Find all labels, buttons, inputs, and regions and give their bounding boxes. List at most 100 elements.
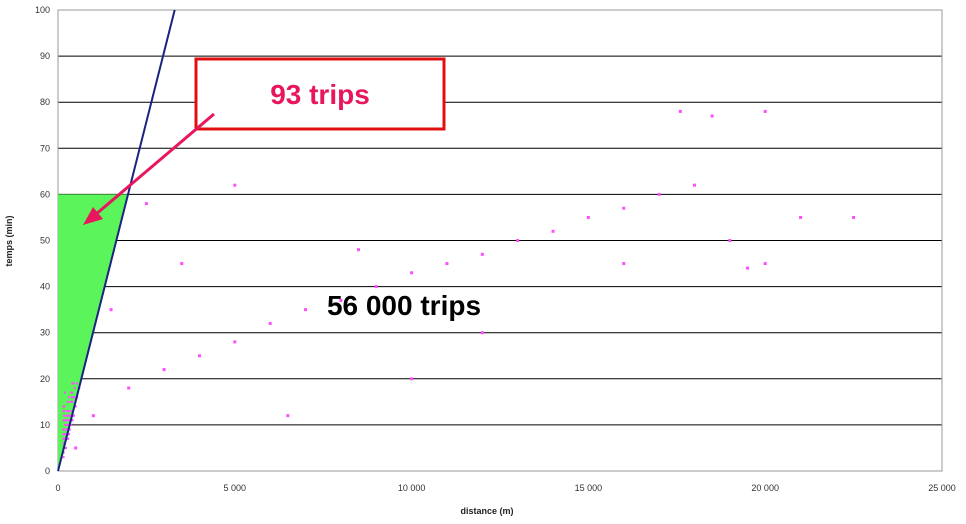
data-point	[710, 114, 714, 118]
data-point	[445, 262, 449, 266]
y-tick-label: 90	[40, 51, 50, 61]
y-tick-label: 30	[40, 328, 50, 338]
y-tick-label: 60	[40, 189, 50, 199]
data-point	[68, 428, 71, 431]
x-axis-title: distance (m)	[460, 506, 513, 516]
data-point	[622, 262, 626, 266]
data-point	[586, 215, 590, 219]
data-point	[63, 419, 66, 422]
data-point	[374, 285, 378, 289]
x-tick-label: 0	[55, 483, 60, 493]
data-point	[109, 308, 113, 312]
x-tick-label: 25 000	[928, 483, 956, 493]
data-point	[180, 262, 184, 266]
y-tick-label: 40	[40, 282, 50, 292]
y-tick-label: 70	[40, 143, 50, 153]
y-tick-label: 80	[40, 97, 50, 107]
x-tick-label: 15 000	[575, 483, 603, 493]
data-point	[162, 368, 166, 372]
data-point	[66, 423, 69, 426]
data-point	[746, 266, 750, 270]
callout-arrow	[83, 112, 215, 225]
x-tick-label: 20 000	[751, 483, 779, 493]
callout-93-trips: 93 trips	[270, 79, 370, 110]
y-tick-label: 20	[40, 374, 50, 384]
data-point	[799, 215, 803, 219]
data-point	[144, 202, 148, 206]
data-point	[71, 419, 74, 422]
data-point	[67, 396, 70, 399]
data-point	[63, 405, 66, 408]
data-point	[480, 331, 484, 335]
x-tick-label: 10 000	[398, 483, 426, 493]
data-point	[357, 248, 361, 252]
data-point	[62, 405, 65, 408]
data-point	[657, 192, 661, 196]
data-point	[72, 382, 75, 385]
data-point	[62, 437, 65, 440]
data-point	[71, 396, 74, 399]
data-point	[66, 414, 69, 417]
data-point	[551, 229, 555, 233]
data-point	[72, 414, 75, 417]
data-point	[68, 410, 71, 413]
data-point	[68, 414, 71, 417]
data-point	[69, 400, 72, 403]
data-point	[64, 428, 67, 431]
data-point	[127, 386, 131, 390]
data-point	[728, 239, 732, 242]
callout-56000-trips: 56 000 trips	[327, 290, 481, 321]
data-point	[763, 262, 767, 266]
data-point	[71, 391, 74, 394]
data-point	[339, 298, 343, 302]
data-point	[480, 252, 484, 256]
x-tick-label: 5 000	[224, 483, 247, 493]
data-point	[62, 419, 65, 422]
data-point	[63, 391, 66, 394]
y-tick-label: 0	[45, 466, 50, 476]
y-axis-title: temps (min)	[4, 215, 14, 266]
data-point	[63, 437, 66, 440]
data-point	[74, 405, 77, 408]
data-point	[73, 387, 76, 390]
axis-ticks: 0 10 20 30 40 50 60 70 80 90 100 0 5 000 10 000 15 000…	[35, 5, 956, 493]
data-point	[62, 410, 65, 413]
data-point	[233, 340, 237, 344]
data-point	[67, 437, 70, 440]
data-point	[516, 239, 520, 242]
y-tick-label: 10	[40, 420, 50, 430]
data-point	[62, 428, 65, 431]
data-point	[71, 400, 74, 403]
data-point	[63, 414, 66, 417]
data-point	[62, 433, 65, 436]
data-point	[74, 446, 78, 450]
data-point	[70, 410, 73, 413]
data-point	[64, 423, 67, 426]
data-point	[622, 206, 626, 210]
data-point	[65, 419, 68, 422]
data-point	[72, 396, 75, 399]
data-point	[286, 414, 290, 418]
data-point	[66, 428, 69, 431]
data-point	[75, 382, 78, 385]
reference-line	[57, 9, 176, 472]
data-point	[678, 109, 682, 113]
data-point	[410, 377, 414, 381]
data-point	[197, 354, 201, 358]
data-point	[71, 382, 74, 385]
data-point	[66, 410, 69, 413]
data-point	[763, 109, 767, 113]
data-point	[64, 446, 67, 449]
data-point	[268, 321, 272, 325]
data-point	[66, 400, 69, 403]
data-point	[70, 391, 73, 394]
data-point	[692, 183, 696, 187]
data-point	[304, 308, 308, 312]
data-point	[62, 456, 65, 459]
data-point	[233, 183, 237, 187]
data-point	[67, 419, 70, 422]
data-point	[67, 433, 70, 436]
callout-box	[194, 57, 446, 131]
data-point	[63, 410, 66, 413]
